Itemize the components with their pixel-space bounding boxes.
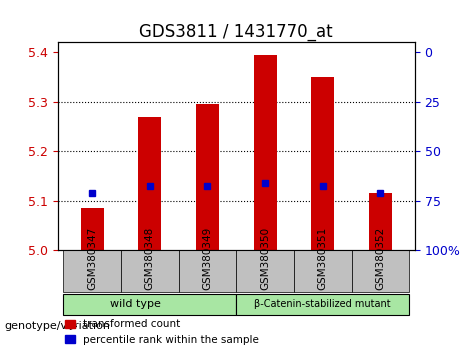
Bar xyxy=(196,104,219,250)
Bar xyxy=(138,117,161,250)
Text: GSM380351: GSM380351 xyxy=(318,227,328,290)
FancyBboxPatch shape xyxy=(351,250,409,292)
FancyBboxPatch shape xyxy=(236,250,294,292)
Bar xyxy=(254,55,277,250)
Title: GDS3811 / 1431770_at: GDS3811 / 1431770_at xyxy=(139,23,333,41)
FancyBboxPatch shape xyxy=(179,250,236,292)
Text: GSM380349: GSM380349 xyxy=(202,227,213,290)
Text: wild type: wild type xyxy=(110,299,161,309)
FancyBboxPatch shape xyxy=(236,294,409,315)
Text: GSM380347: GSM380347 xyxy=(87,227,97,290)
Text: GSM380348: GSM380348 xyxy=(145,227,155,290)
Text: β-Catenin-stabilized mutant: β-Catenin-stabilized mutant xyxy=(254,299,391,309)
FancyBboxPatch shape xyxy=(121,250,179,292)
Bar xyxy=(311,77,334,250)
FancyBboxPatch shape xyxy=(294,250,351,292)
Bar xyxy=(81,208,104,250)
Text: genotype/variation: genotype/variation xyxy=(5,321,111,331)
Legend: transformed count, percentile rank within the sample: transformed count, percentile rank withi… xyxy=(60,315,264,349)
Text: GSM380350: GSM380350 xyxy=(260,227,270,290)
Bar xyxy=(369,193,392,250)
FancyBboxPatch shape xyxy=(64,250,121,292)
Text: GSM380352: GSM380352 xyxy=(375,227,385,290)
FancyBboxPatch shape xyxy=(64,294,236,315)
